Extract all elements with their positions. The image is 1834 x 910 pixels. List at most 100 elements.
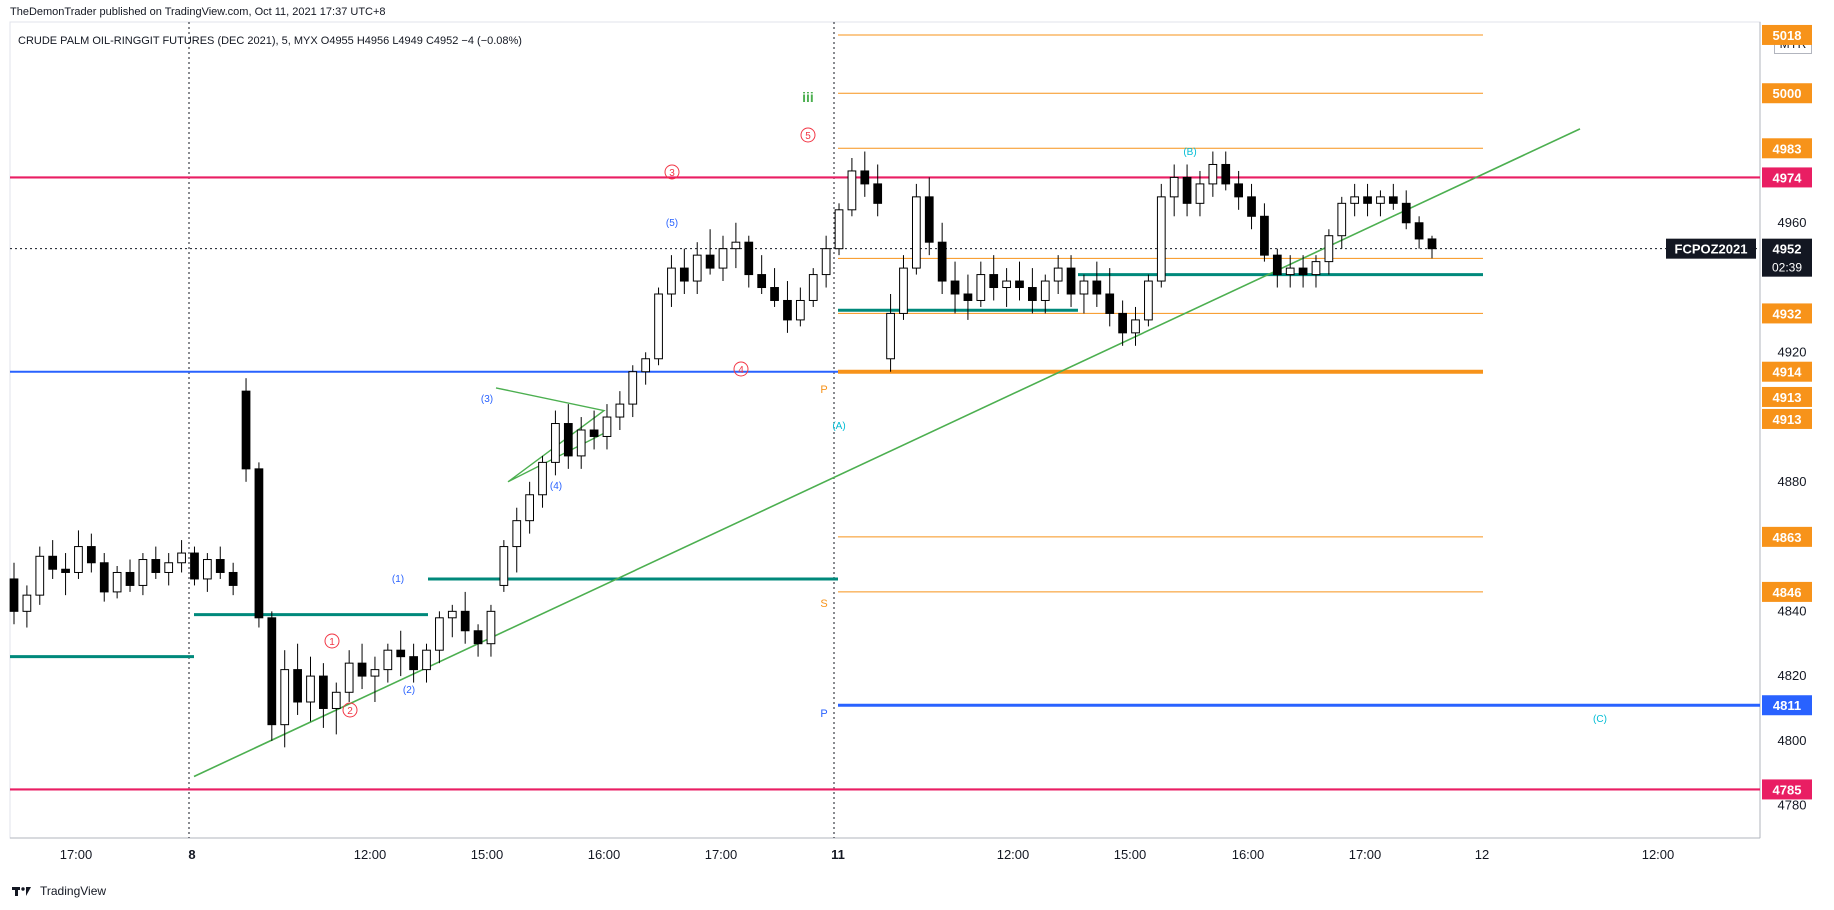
- wave-label: (B): [1183, 147, 1196, 158]
- symbol-tag-box: [1666, 238, 1756, 259]
- x-tick-label: 17:00: [705, 847, 738, 862]
- candle-body: [989, 274, 999, 289]
- pivot-label: P: [820, 384, 827, 396]
- x-tick-label: 12:00: [354, 847, 387, 862]
- candle-body: [1105, 293, 1115, 314]
- candle-body: [731, 241, 741, 250]
- candle-body: [202, 559, 212, 580]
- wave-label: iii: [802, 89, 814, 105]
- candle-body: [1324, 235, 1334, 263]
- price-label-box: [1762, 779, 1812, 800]
- candle-body: [435, 617, 444, 651]
- candle-body: [164, 562, 174, 573]
- candle-body: [1066, 267, 1076, 295]
- candle-body: [525, 494, 535, 522]
- trendline: [193, 128, 1581, 778]
- candle-body: [396, 649, 406, 658]
- wave-label: 1: [329, 637, 335, 648]
- pivot-label: S: [820, 598, 827, 610]
- candle-body: [692, 254, 702, 282]
- candle-body: [950, 280, 960, 295]
- symbol-legend: CRUDE PALM OIL-RINGGIT FUTURES (DEC 2021…: [18, 35, 522, 47]
- candle-body: [563, 423, 573, 457]
- tradingview-logo-icon: [12, 885, 34, 897]
- candle-body: [873, 183, 883, 204]
- candle-body: [1028, 287, 1037, 301]
- candle-body: [679, 267, 689, 282]
- wave-label: (5): [666, 218, 678, 229]
- candle-body: [641, 358, 651, 373]
- footer: TradingView: [12, 884, 106, 898]
- price-label-box: [1762, 83, 1812, 104]
- candle-body: [499, 546, 509, 586]
- wave-circle: [324, 633, 340, 649]
- candle-body: [1156, 196, 1166, 282]
- candle-body: [35, 555, 45, 596]
- candle-body: [228, 571, 238, 586]
- candle-body: [1118, 312, 1127, 334]
- candle-body: [576, 429, 586, 457]
- candle-body: [9, 578, 19, 612]
- candle-body: [770, 287, 779, 301]
- candle-body: [1272, 254, 1282, 276]
- x-tick-label: 11: [831, 847, 845, 862]
- candle-body: [1363, 196, 1372, 204]
- candle-body: [834, 209, 844, 250]
- candle-body: [409, 656, 418, 671]
- candle-body: [899, 267, 908, 314]
- candle-body: [138, 559, 148, 586]
- candle-body: [886, 312, 895, 360]
- candle-body: [357, 662, 367, 677]
- price-label-text: 4913: [1773, 412, 1802, 427]
- candle-body: [370, 669, 380, 677]
- x-tick-label: 12:00: [1642, 847, 1675, 862]
- ohlc-values: O4955 H4956 L4949 C4952 −4 (−0.08%): [320, 35, 522, 47]
- candle-body: [215, 559, 225, 573]
- candle-body: [1053, 267, 1063, 282]
- publisher-line: TheDemonTrader published on TradingView.…: [10, 6, 386, 18]
- candle-body: [486, 610, 496, 645]
- candle-body: [667, 267, 676, 295]
- y-tick-label: 4800: [1778, 733, 1807, 748]
- candle-body: [190, 552, 199, 580]
- candle-body: [1015, 280, 1024, 289]
- candle-body: [125, 571, 135, 586]
- wave-circle: [664, 164, 680, 180]
- wave-label: (A): [832, 421, 845, 432]
- candle-body: [808, 274, 818, 301]
- countdown-text: 02:39: [1772, 261, 1802, 275]
- wave-circle: [733, 361, 749, 377]
- candle-body: [177, 552, 186, 564]
- candle-body: [860, 170, 870, 185]
- price-label-box: [1762, 138, 1812, 159]
- candle-body: [344, 662, 354, 693]
- x-tick-label: 15:00: [1114, 847, 1147, 862]
- candle-body: [718, 248, 728, 269]
- candle-body: [705, 254, 715, 269]
- candle-body: [22, 594, 32, 612]
- price-label-box: [1762, 361, 1812, 382]
- candle-body: [757, 274, 767, 289]
- x-tick-label: 16:00: [588, 847, 621, 862]
- price-label-box: [1762, 303, 1812, 324]
- candle-body: [254, 468, 264, 619]
- candle-body: [99, 562, 109, 593]
- wave-label: (4): [550, 481, 562, 492]
- candle-body: [293, 669, 302, 703]
- candle-body: [74, 546, 83, 573]
- candle-body: [1285, 267, 1295, 276]
- candle-body: [1092, 280, 1102, 295]
- candle-body: [241, 390, 251, 470]
- candle-body: [1002, 280, 1011, 289]
- wave-label: 4: [738, 365, 744, 376]
- price-label-box: [1762, 695, 1812, 716]
- footer-brand: TradingView: [40, 884, 107, 898]
- wave-label: (C): [1593, 714, 1607, 725]
- x-tick-label: 8: [188, 847, 195, 862]
- candle-body: [628, 371, 638, 405]
- symbol-name: CRUDE PALM OIL-RINGGIT FUTURES (DEC 2021…: [18, 35, 318, 47]
- price-chart[interactable]: 4780 4800 4820 4840 4880 4920 4960 17:00 8 12:00 1…: [0, 0, 1834, 880]
- candle-body: [937, 241, 947, 282]
- price-label-text: 4914: [1773, 365, 1803, 380]
- price-label-box: [1762, 386, 1812, 407]
